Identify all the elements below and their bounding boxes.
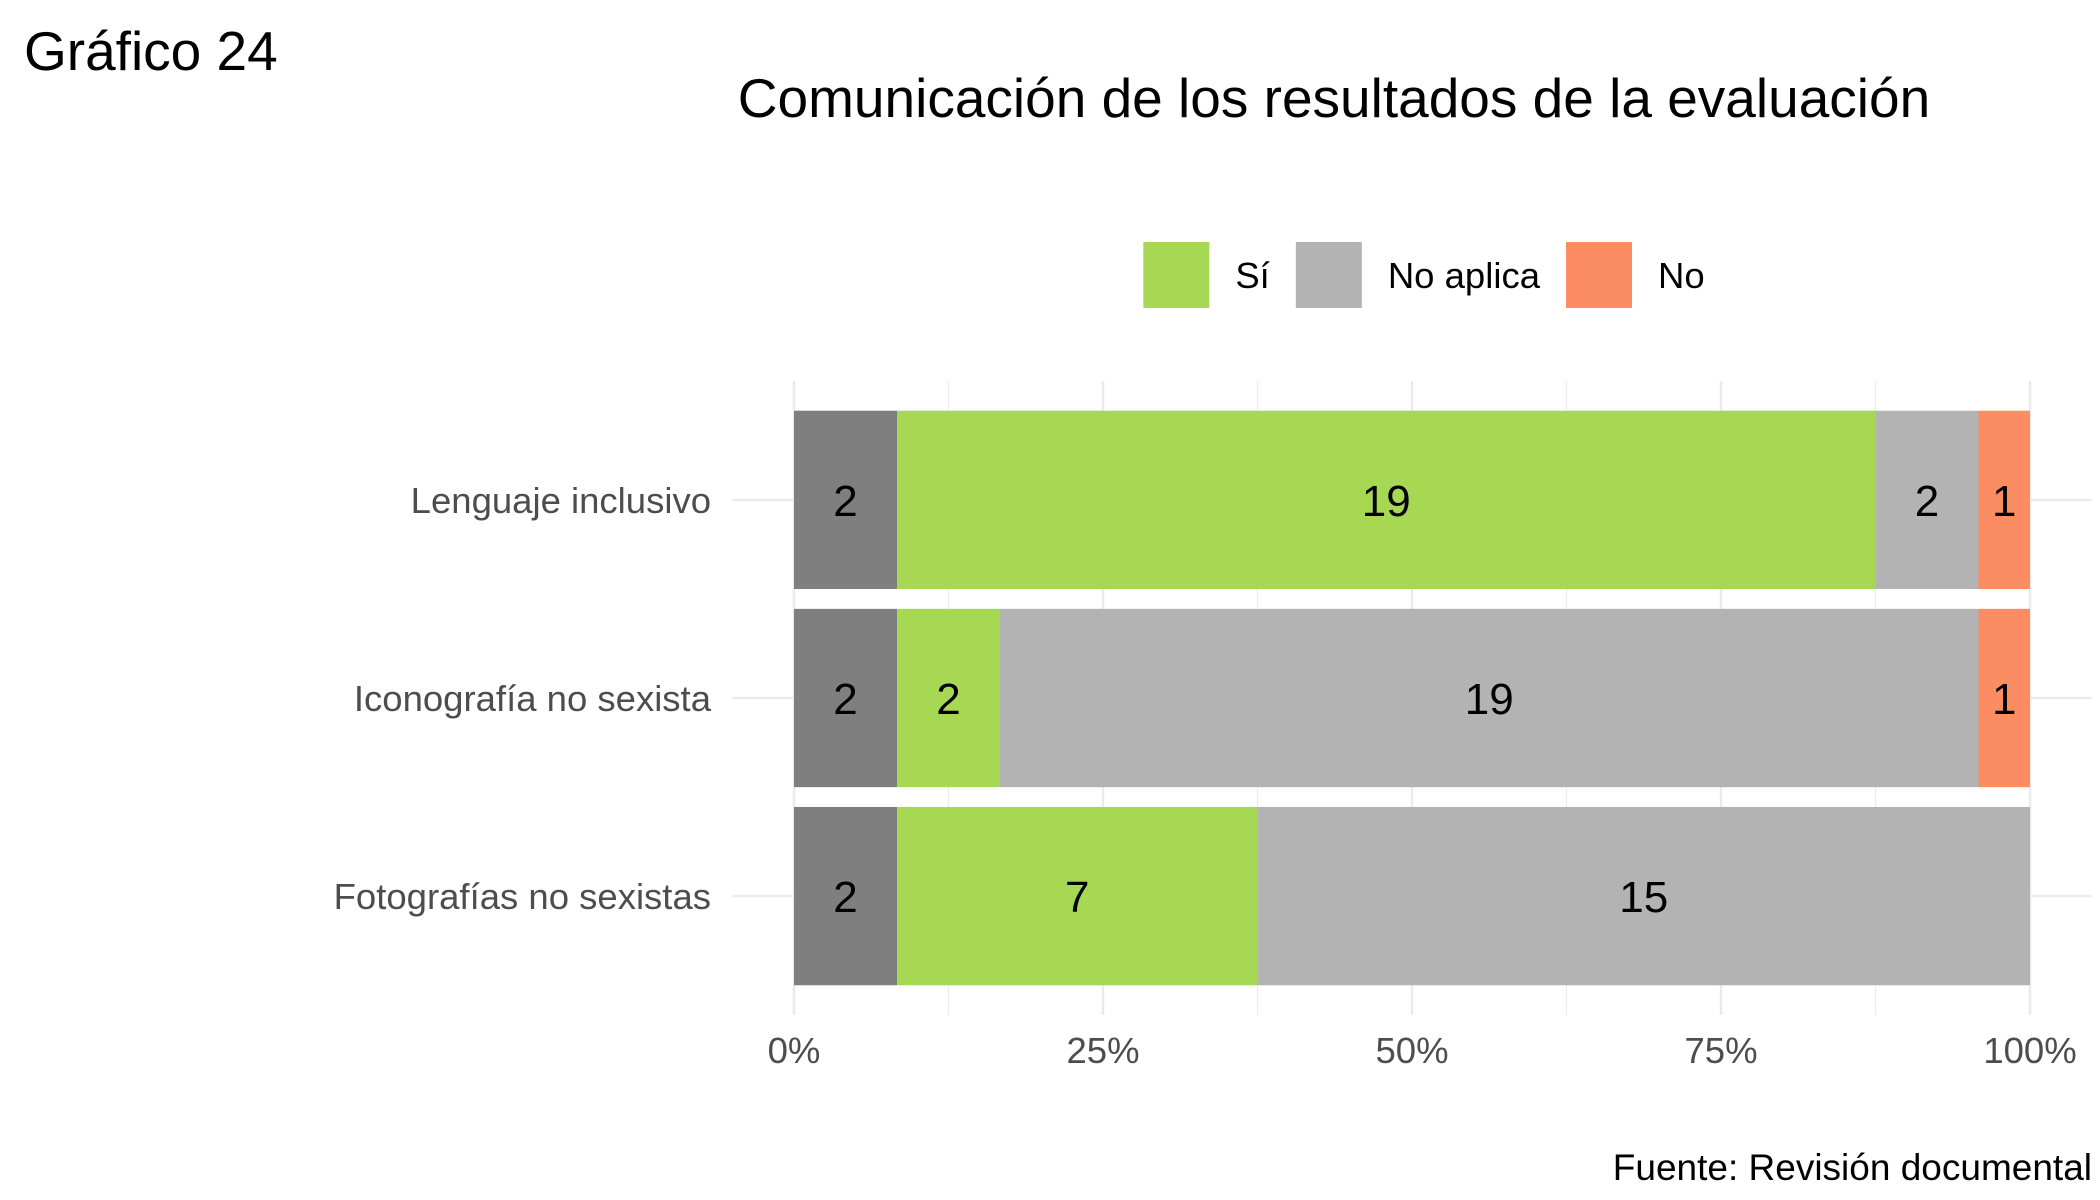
data-label-si-fotografias-no-sexistas: 7 <box>1065 873 1089 922</box>
bar-segment-no-aplica-iconografia-no-sexista <box>1000 608 1979 788</box>
bar-segment-no-iconografia-no-sexista <box>1978 608 2030 788</box>
data-label-no-iconografia-no-sexista: 1 <box>1992 675 2016 724</box>
data-label-no-aplica-fotografias-no-sexistas: 15 <box>1619 873 1668 922</box>
bars <box>794 410 2030 986</box>
legend-label-si: Sí <box>1235 255 1270 296</box>
legend-item-si: Sí <box>1143 242 1270 308</box>
legend-label-no-aplica: No aplica <box>1388 255 1541 296</box>
bar-segment-unlabeled-fotografias-no-sexistas <box>794 806 897 986</box>
bar-segment-no-aplica-fotografias-no-sexistas <box>1257 806 2030 986</box>
data-label-si-lenguaje-inclusivo: 19 <box>1362 477 1411 526</box>
bar-segment-unlabeled-iconografia-no-sexista <box>794 608 897 788</box>
x-tick-label-100: 100% <box>1983 1030 2076 1071</box>
bar-segment-si-iconografia-no-sexista <box>897 608 1000 788</box>
x-tick-label-50: 50% <box>1375 1030 1448 1071</box>
x-tick-label-75: 75% <box>1684 1030 1757 1071</box>
legend-key-no-aplica <box>1295 242 1362 308</box>
bar-segment-unlabeled-lenguaje-inclusivo <box>794 410 897 590</box>
data-label-unlabeled-lenguaje-inclusivo: 2 <box>833 477 857 526</box>
y-tick-label-fotografias-no-sexistas: Fotografías no sexistas <box>334 876 711 917</box>
legend-label-no: No <box>1658 255 1705 296</box>
figure-label: Gráfico 24 <box>24 20 278 82</box>
bar-segment-no-lenguaje-inclusivo <box>1978 410 2030 590</box>
legend: Sí No aplica No <box>1143 242 1705 308</box>
source-note: Fuente: Revisión documental <box>1613 1147 2092 1188</box>
legend-item-no: No <box>1566 242 1705 308</box>
chart-title: Comunicación de los resultados de la eva… <box>738 67 1930 129</box>
bar-segment-si-lenguaje-inclusivo <box>897 410 1876 590</box>
legend-key-si <box>1143 242 1210 308</box>
x-axis: 0% 25% 50% 75% 100% <box>768 1030 2077 1071</box>
data-label-no-aplica-lenguaje-inclusivo: 2 <box>1915 477 1939 526</box>
y-tick-label-iconografia-no-sexista: Iconografía no sexista <box>354 678 712 719</box>
legend-key-no <box>1566 242 1632 308</box>
x-tick-label-0: 0% <box>768 1030 821 1071</box>
bar-segment-si-fotografias-no-sexistas <box>897 806 1258 986</box>
data-label-si-iconografia-no-sexista: 2 <box>936 675 960 724</box>
data-label-unlabeled-iconografia-no-sexista: 2 <box>833 675 857 724</box>
y-axis: Lenguaje inclusivo Iconografía no sexista… <box>334 480 712 917</box>
data-label-no-lenguaje-inclusivo: 1 <box>1992 477 2016 526</box>
legend-item-no-aplica: No aplica <box>1295 242 1541 308</box>
data-label-unlabeled-fotografias-no-sexistas: 2 <box>833 873 857 922</box>
data-label-no-aplica-iconografia-no-sexista: 19 <box>1465 675 1514 724</box>
bar-segment-no-aplica-lenguaje-inclusivo <box>1875 410 1979 590</box>
data-labels: 2 19 2 1 2 2 19 1 2 7 15 <box>833 477 2016 922</box>
y-tick-label-lenguaje-inclusivo: Lenguaje inclusivo <box>411 480 711 521</box>
x-tick-label-25: 25% <box>1066 1030 1139 1071</box>
